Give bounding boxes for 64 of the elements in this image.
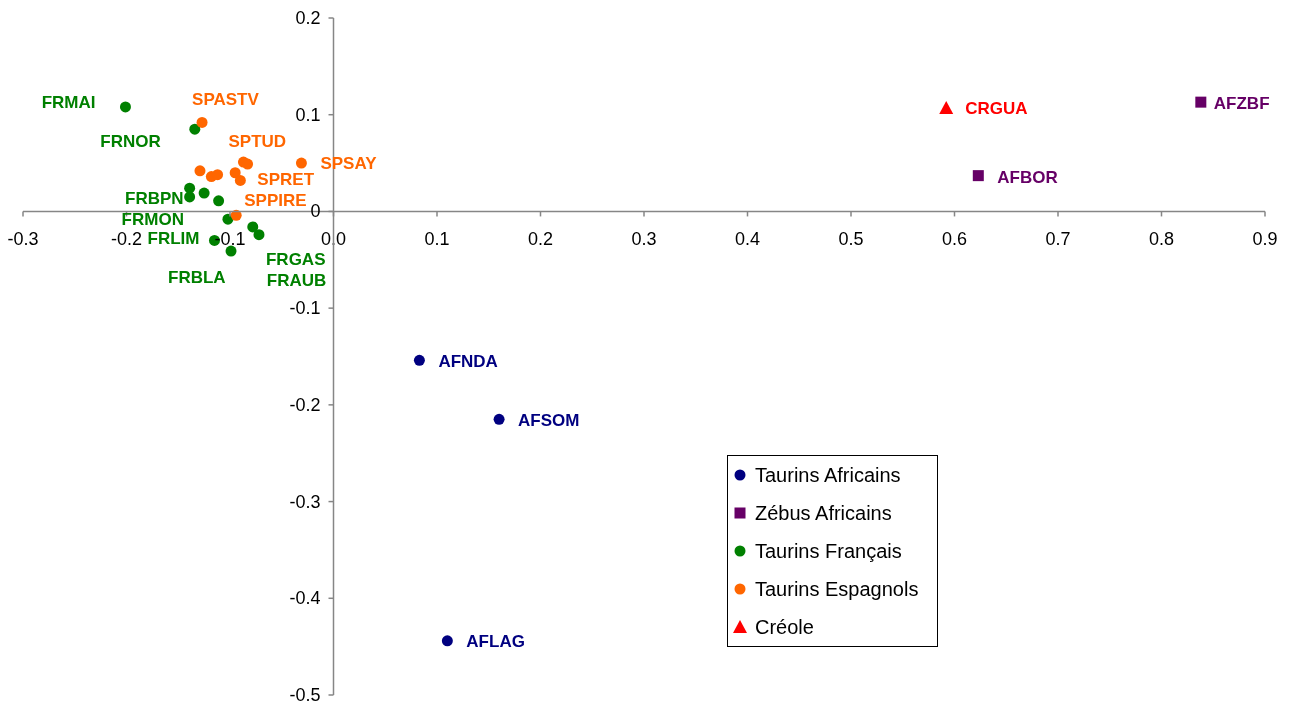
annotation: FRMAI xyxy=(41,93,96,113)
y-tick-label: -0.5 xyxy=(289,685,321,705)
point xyxy=(493,413,505,425)
annotation: AFBOR xyxy=(997,168,1058,188)
point xyxy=(295,157,307,169)
y-tick-label: -0.3 xyxy=(289,491,321,512)
legend-label: Créole xyxy=(755,615,814,639)
legend-label: Taurins Français xyxy=(755,539,902,563)
annotation: SPSAY xyxy=(320,153,378,173)
point xyxy=(242,158,254,170)
annotation: AFNDA xyxy=(438,351,498,371)
point xyxy=(247,221,259,233)
annotation: FRMON xyxy=(121,209,184,229)
annotation: AFLAG xyxy=(466,632,525,652)
point xyxy=(198,187,210,199)
annotation: FRBPN xyxy=(125,189,184,209)
x-tick-label: 0.4 xyxy=(734,228,761,249)
y-tick-label: -0.4 xyxy=(289,588,321,609)
y-tick-label: -0.2 xyxy=(289,394,321,415)
annotation: SPRET xyxy=(257,169,315,189)
legend-label: Zébus Africains xyxy=(755,501,892,525)
legend-label: Taurins Africains xyxy=(755,463,901,487)
point xyxy=(194,165,206,177)
annotation: FRGAS xyxy=(265,250,326,270)
x-tick-label: 0.7 xyxy=(1045,228,1071,249)
y-tick-label: 0 xyxy=(310,201,321,222)
annotation: CRGUA xyxy=(965,99,1028,119)
annotation: SPTUD xyxy=(228,131,287,151)
point xyxy=(441,635,453,647)
annotation: SPASTV xyxy=(192,89,260,109)
point xyxy=(413,354,425,366)
point xyxy=(1195,96,1207,108)
annotation: FRLIM xyxy=(147,228,200,248)
x-tick-label: 0.6 xyxy=(941,228,968,249)
point xyxy=(234,174,246,186)
point xyxy=(939,100,954,114)
x-tick-label: -0.3 xyxy=(7,228,39,249)
y-tick-label: 0.2 xyxy=(295,8,321,28)
x-tick-label: 0.5 xyxy=(838,228,864,249)
legend-label: Taurins Espagnols xyxy=(755,577,919,601)
x-tick-label: 0.2 xyxy=(527,228,554,249)
point xyxy=(253,229,265,241)
x-tick-label: 0.9 xyxy=(1252,228,1278,249)
point xyxy=(229,167,241,179)
point xyxy=(213,195,225,207)
point xyxy=(119,101,131,113)
x-tick-label: 0.8 xyxy=(1148,228,1175,249)
x-tick-label: 0.0 xyxy=(320,228,347,249)
y-tick-label: 0.1 xyxy=(295,104,321,125)
annotation: FRBLA xyxy=(168,267,226,287)
y-tick-label: -0.1 xyxy=(289,298,321,319)
x-tick-label: 0.1 xyxy=(424,228,450,249)
annotation: SPPIRE xyxy=(244,190,307,210)
annotation: AFZBF xyxy=(1213,93,1270,113)
annotation: FRAUB xyxy=(266,271,327,291)
point xyxy=(972,170,984,182)
annotation: FRNOR xyxy=(100,131,161,151)
point xyxy=(189,123,201,135)
point xyxy=(212,169,224,181)
x-tick-label: 0.3 xyxy=(631,228,657,249)
point xyxy=(184,191,196,203)
point xyxy=(196,116,208,128)
annotation: AFSOM xyxy=(518,410,580,430)
x-tick-label: -0.2 xyxy=(110,228,143,249)
